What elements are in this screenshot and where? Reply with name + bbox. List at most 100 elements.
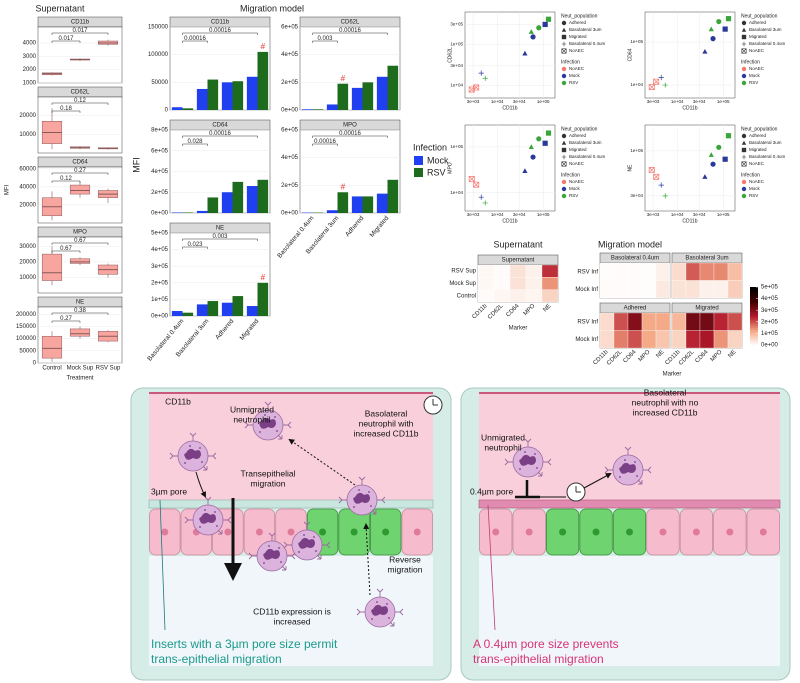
p-value: 0.67 bbox=[74, 238, 86, 244]
p-value: 0.017 bbox=[72, 28, 88, 34]
heat-cell bbox=[509, 264, 527, 278]
bar bbox=[257, 179, 269, 213]
legend-label: NoAEC bbox=[749, 179, 765, 184]
p-value: 0.67 bbox=[60, 246, 72, 252]
facet-title: MPO bbox=[73, 230, 87, 236]
membrane bbox=[148, 499, 434, 509]
bar bbox=[337, 83, 349, 110]
diagram-left: CD11b Unmigrated neutrophil Transepithel… bbox=[130, 387, 452, 681]
legend-label: RSV bbox=[427, 167, 446, 177]
heat-cell bbox=[685, 280, 701, 299]
scatter-point bbox=[528, 29, 534, 34]
y-axis-title: MFI bbox=[5, 185, 11, 196]
label: increased CD11b bbox=[632, 407, 697, 417]
x-tick-label: 3e+03 bbox=[647, 212, 660, 217]
legend-symbol bbox=[741, 133, 747, 139]
legend-symbol bbox=[741, 193, 747, 199]
x-tick-label: NE bbox=[542, 303, 552, 313]
significance-bracket bbox=[51, 102, 109, 105]
bar bbox=[207, 79, 219, 110]
bar bbox=[312, 109, 324, 110]
box bbox=[69, 328, 91, 337]
p-value: 0.27 bbox=[74, 168, 86, 174]
label: Transepithelial bbox=[241, 468, 296, 478]
y-tick-label: 1e+04 bbox=[630, 82, 643, 87]
colorbar-step bbox=[750, 298, 758, 301]
charts: Supernatant MFI CD11b 1000 2000 3000 4000 0.017… bbox=[5, 3, 786, 381]
bar bbox=[376, 76, 388, 110]
legend-symbol bbox=[561, 140, 567, 145]
heat-cell bbox=[599, 330, 615, 349]
bar bbox=[246, 76, 258, 110]
colorbar-step bbox=[750, 327, 758, 330]
label: Reverse bbox=[389, 554, 421, 564]
nucleus bbox=[659, 528, 667, 536]
x-tick-label: Adhered bbox=[214, 318, 235, 342]
colorbar-step bbox=[750, 290, 758, 294]
scatter-point bbox=[530, 154, 536, 160]
colorbar-step bbox=[750, 339, 758, 342]
label: Basolateral bbox=[365, 408, 408, 418]
legend-symbol bbox=[741, 186, 747, 192]
label: 0.4µm pore bbox=[470, 486, 513, 496]
nucleus bbox=[413, 528, 421, 536]
x-tick-label: 1e+04 bbox=[491, 99, 504, 104]
heat-cell bbox=[541, 277, 559, 290]
colorbar-step bbox=[750, 325, 758, 328]
label: CD11b expression is bbox=[253, 606, 331, 616]
x-tick-label: Control bbox=[42, 366, 61, 372]
y-tick-label: 4e+05 bbox=[151, 169, 169, 175]
y-tick-label: 30000 bbox=[19, 244, 36, 250]
scatter-point bbox=[658, 74, 664, 81]
label: migration bbox=[251, 478, 286, 488]
legend-symbol bbox=[741, 161, 747, 167]
heat-cell bbox=[727, 280, 743, 299]
heat-cell bbox=[641, 262, 657, 281]
heat-cell bbox=[713, 330, 729, 349]
facet-title: Basolateral 3um bbox=[685, 256, 728, 262]
y-tick-label: 6e+05 bbox=[281, 25, 299, 31]
legend-label: NoAEC bbox=[569, 66, 585, 71]
legend-label: NoAEC bbox=[569, 161, 585, 166]
y-tick-label: 4e+05 bbox=[281, 155, 299, 161]
label: 3µm pore bbox=[151, 486, 187, 496]
legend-label: Migrated bbox=[569, 34, 587, 39]
x-tick-label: RSV Sup bbox=[96, 366, 121, 372]
legend-symbol bbox=[741, 66, 747, 72]
y-axis-title: NE bbox=[627, 164, 633, 172]
heat-cell bbox=[541, 264, 559, 278]
bar bbox=[182, 212, 194, 213]
facet-title: Supernatant bbox=[502, 258, 535, 264]
heat-cell bbox=[655, 330, 671, 349]
legend-label: RSV bbox=[749, 193, 758, 198]
colorbar-step bbox=[750, 314, 758, 317]
legend-label: Migrated bbox=[749, 34, 767, 39]
colorbar-step bbox=[750, 323, 758, 326]
heat-cell bbox=[525, 289, 543, 303]
facet-title: CD62L bbox=[71, 90, 90, 96]
nucleus bbox=[626, 528, 633, 536]
nucleus bbox=[319, 528, 327, 536]
scatter-point bbox=[542, 140, 548, 146]
scatter-point bbox=[653, 78, 660, 85]
annotation: # bbox=[261, 273, 266, 282]
scatter-point bbox=[658, 182, 664, 188]
legend-title: Infection bbox=[561, 59, 580, 65]
heat-cell bbox=[655, 312, 671, 331]
clock-icon bbox=[423, 395, 443, 415]
legend-label: Migrated bbox=[749, 147, 767, 152]
x-axis-title: CD11b bbox=[682, 218, 697, 224]
x-tick-label: 1e+04 bbox=[491, 212, 504, 217]
nucleus bbox=[492, 528, 500, 536]
colorbar-step bbox=[750, 335, 758, 338]
x-tick-label: MPO bbox=[638, 349, 652, 363]
bar bbox=[337, 192, 349, 213]
bar bbox=[246, 186, 258, 213]
bar bbox=[326, 210, 338, 213]
colorbar-step bbox=[750, 294, 758, 297]
heat-cell bbox=[685, 312, 701, 331]
y-tick-label: RSV Inf bbox=[577, 319, 598, 325]
x-tick-label: 1e+04 bbox=[671, 99, 684, 104]
nucleus bbox=[559, 528, 567, 536]
